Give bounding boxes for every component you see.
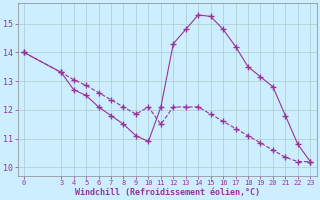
X-axis label: Windchill (Refroidissement éolien,°C): Windchill (Refroidissement éolien,°C) — [75, 188, 260, 197]
